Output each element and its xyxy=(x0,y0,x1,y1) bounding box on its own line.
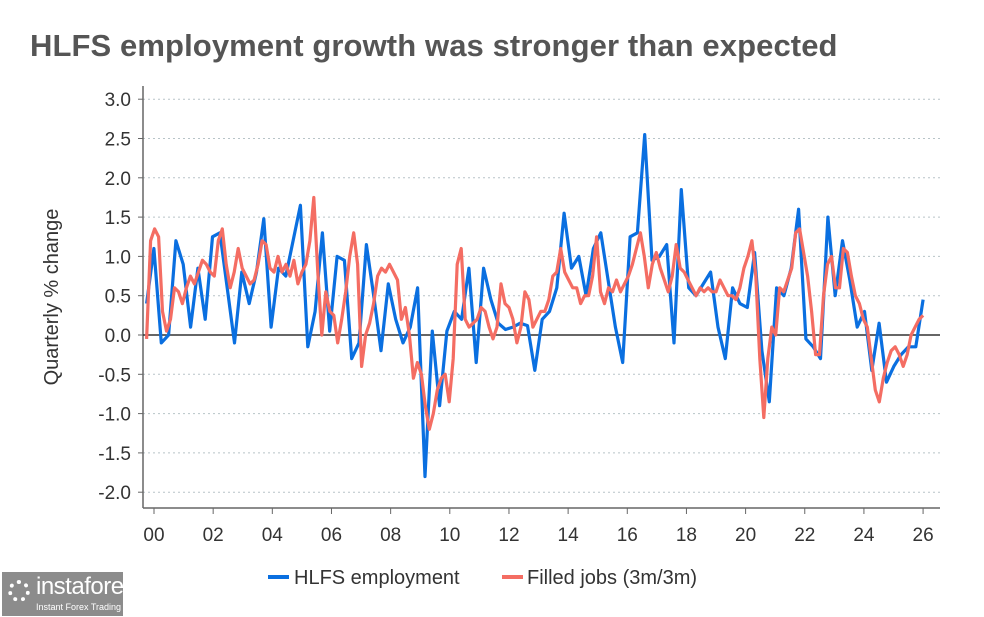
chart-title: HLFS employment growth was stronger than… xyxy=(30,28,838,63)
x-tick-label: 00 xyxy=(143,525,164,546)
x-tick-label: 08 xyxy=(380,525,401,546)
x-tick-label: 04 xyxy=(262,525,284,546)
logo-tagline: Instant Forex Trading xyxy=(36,602,122,612)
instaforex-logo: instaforex Instant Forex Trading xyxy=(2,572,136,616)
x-tick-label: 20 xyxy=(735,525,756,546)
gridlines xyxy=(143,98,940,493)
legend-label-filled-jobs: Filled jobs (3m/3m) xyxy=(527,567,697,589)
legend: HLFS employment Filled jobs (3m/3m) xyxy=(268,567,697,589)
y-tick-label: 0.0 xyxy=(105,326,131,347)
y-axis-ticks: 3.0 2.5 2.0 1.5 1.0 0.5 0.0 -0.5 -1.0 -1.5 -2.0 xyxy=(98,90,143,504)
x-tick-label: 22 xyxy=(794,525,815,546)
x-tick-label: 10 xyxy=(439,525,460,546)
y-tick-label: 2.5 xyxy=(105,130,131,151)
x-tick-label: 26 xyxy=(913,525,934,546)
y-tick-label: -0.5 xyxy=(98,365,131,386)
series-line-filled-jobs xyxy=(145,195,925,431)
x-tick-label: 16 xyxy=(617,525,638,546)
y-tick-label: 1.0 xyxy=(105,247,131,268)
x-tick-label: 14 xyxy=(558,525,580,546)
x-axis-ticks: 00 02 04 06 08 10 12 14 16 18 20 22 24 26 xyxy=(143,508,934,546)
x-tick-label: 06 xyxy=(321,525,342,546)
y-tick-label: -1.5 xyxy=(98,444,131,465)
series-lines xyxy=(145,133,925,479)
x-tick-label: 12 xyxy=(498,525,519,546)
series-line-hlfs-employment xyxy=(145,133,925,479)
gear-icon xyxy=(8,580,30,602)
x-tick-label: 24 xyxy=(853,525,875,546)
x-tick-label: 02 xyxy=(203,525,224,546)
y-tick-label: 1.5 xyxy=(105,208,131,229)
y-tick-label: 3.0 xyxy=(105,90,131,111)
y-tick-label: -1.0 xyxy=(98,405,131,426)
legend-label-hlfs: HLFS employment xyxy=(294,567,460,589)
y-tick-label: -2.0 xyxy=(98,483,131,504)
logo-brand: instaforex xyxy=(36,573,136,600)
y-tick-label: 2.0 xyxy=(105,169,131,190)
y-axis-label: Quarterly % change xyxy=(41,209,63,386)
x-tick-label: 18 xyxy=(676,525,697,546)
y-tick-label: 0.5 xyxy=(105,287,131,308)
